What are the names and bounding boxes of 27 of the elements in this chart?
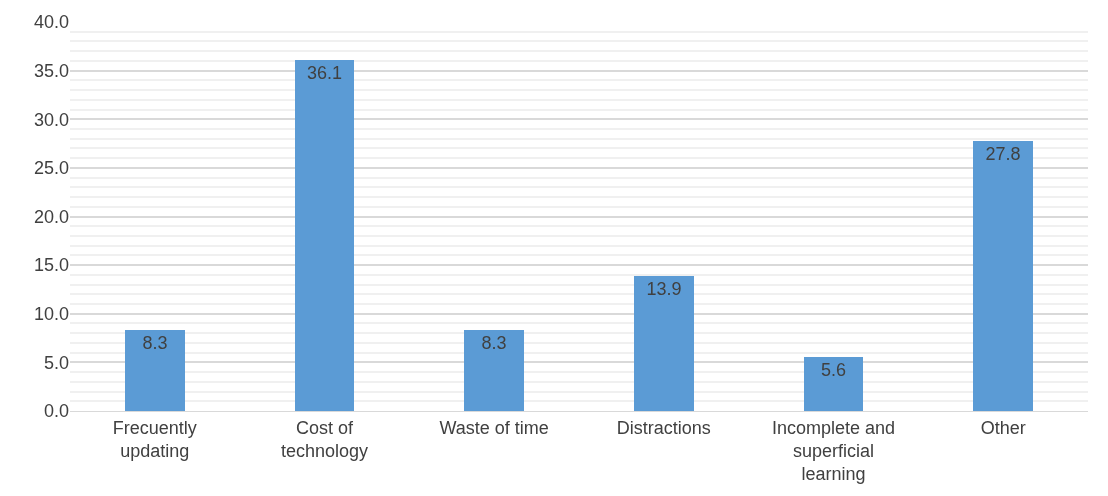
y-tick-label: 40.0 <box>33 12 69 33</box>
x-tick-label: Frecuently updating <box>112 417 197 461</box>
bar <box>464 330 524 411</box>
bar <box>804 357 863 411</box>
x-tick-label: Cost of technology <box>280 417 369 461</box>
data-label: 36.1 <box>306 63 343 83</box>
y-tick-label: 10.0 <box>33 304 69 325</box>
x-tick-label: Incomplete and superficial learning <box>771 417 896 485</box>
y-tick-label: 30.0 <box>33 109 69 130</box>
data-label: 8.3 <box>142 333 168 353</box>
data-label: 13.9 <box>646 279 682 299</box>
y-tick-label: 20.0 <box>33 206 69 227</box>
y-tick-label: 15.0 <box>33 255 69 276</box>
y-tick-label: 25.0 <box>33 158 69 179</box>
bar <box>634 276 694 411</box>
bar <box>125 330 185 411</box>
bar <box>973 141 1033 411</box>
data-label: 5.6 <box>820 360 847 380</box>
x-tick-label: Waste of time <box>439 417 549 438</box>
x-tick-label: Other <box>980 417 1026 438</box>
x-tick-label: Distractions <box>616 417 711 438</box>
y-tick-label: 35.0 <box>33 60 69 81</box>
data-label: 27.8 <box>985 144 1021 164</box>
y-tick-label: 5.0 <box>43 352 69 373</box>
data-label: 8.3 <box>481 333 507 353</box>
bar <box>295 60 354 411</box>
y-tick-label: 0.0 <box>43 401 69 422</box>
